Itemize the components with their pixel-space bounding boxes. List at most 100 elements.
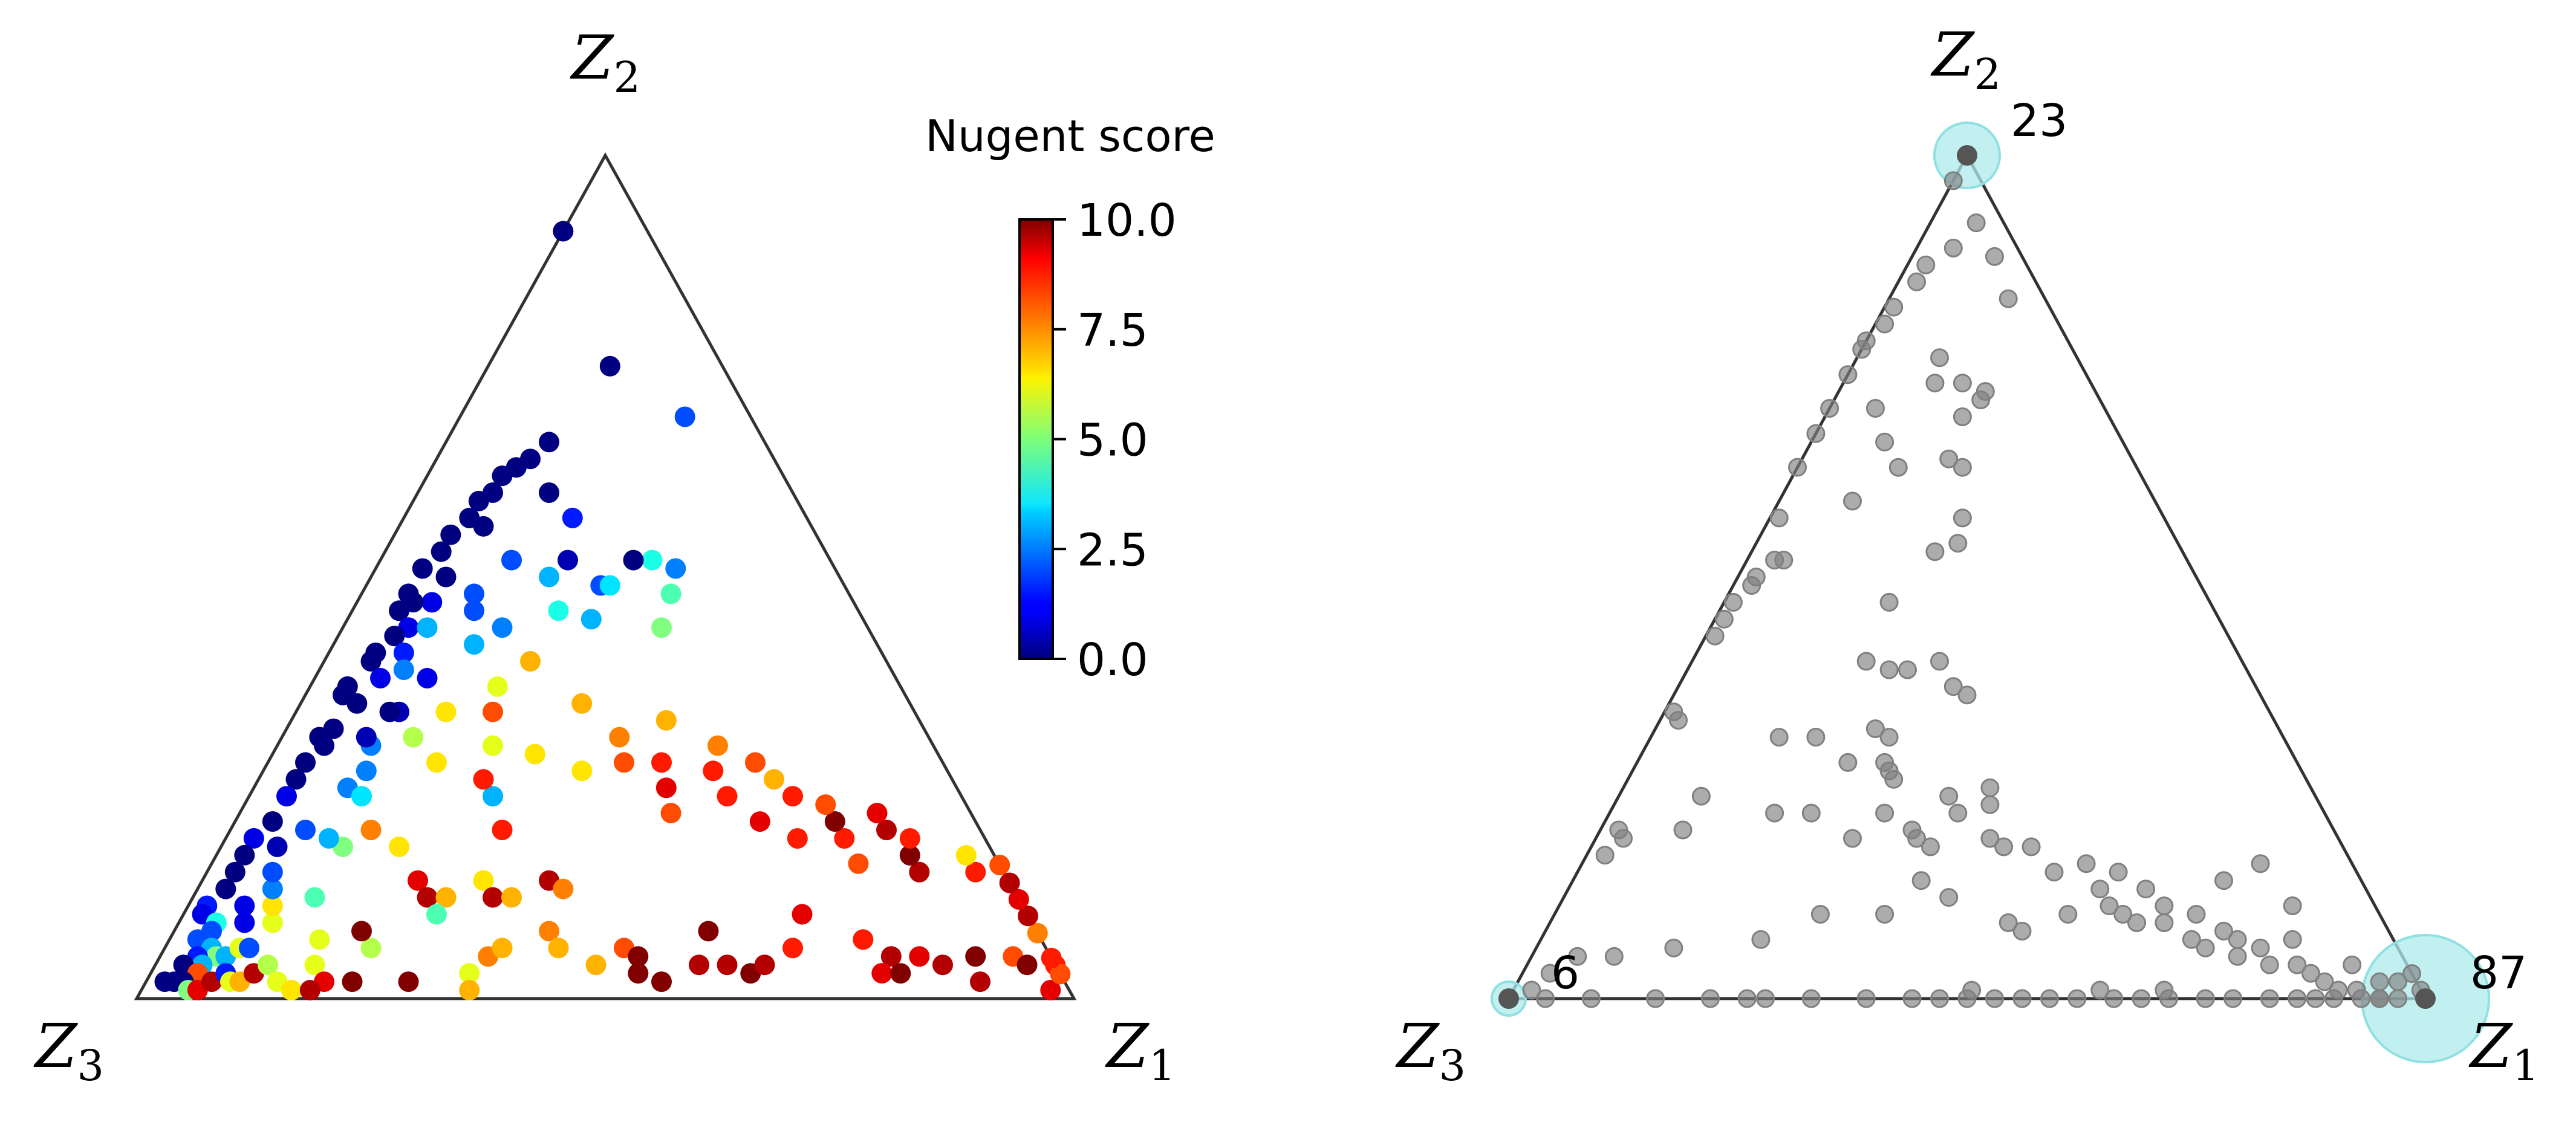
left-point-163 <box>501 887 522 908</box>
colorbar-tick-label-3: 7.5 <box>1077 305 1148 357</box>
left-point-25 <box>417 667 438 688</box>
left-point-12 <box>473 516 494 537</box>
left-point-129 <box>787 828 808 849</box>
left-point-183 <box>642 549 663 571</box>
right-point-24 <box>1953 458 1972 477</box>
right-point-111 <box>2012 921 2032 941</box>
right-point-20 <box>1806 424 1826 443</box>
left-point-173 <box>262 878 283 899</box>
right-point-50 <box>1806 728 1826 747</box>
colorbar-ticks: 0.0 2.5 5.0 7.5 10.0 <box>1053 195 1177 686</box>
right-point-46 <box>1669 711 1688 730</box>
left-point-135 <box>703 760 724 782</box>
right-point-110 <box>2058 905 2078 924</box>
left-point-186 <box>651 617 672 638</box>
right-point-43 <box>1943 677 1963 696</box>
left-point-104 <box>932 954 953 976</box>
right-point-82 <box>2155 896 2174 916</box>
left-point-181 <box>599 575 620 596</box>
right-point-1 <box>1966 213 1986 233</box>
right-point-113 <box>1939 888 1959 907</box>
right-point-5 <box>1907 272 1927 291</box>
right-point-109 <box>2109 863 2128 882</box>
left-point-148 <box>483 735 503 756</box>
left-point-196 <box>370 667 391 688</box>
right-point-107 <box>2214 871 2233 890</box>
left-point-150 <box>483 701 503 722</box>
left-point-111 <box>1050 964 1071 985</box>
left-point-3 <box>539 432 559 453</box>
left-point-156 <box>360 820 382 840</box>
right-point-122 <box>1522 980 1541 1000</box>
left-point-31 <box>314 735 334 756</box>
left-point-84 <box>492 938 513 959</box>
left-point-189 <box>539 566 559 588</box>
left-point-125 <box>867 803 888 824</box>
colorbar: Nugent score 0.0 2.5 5.0 7.5 10.0 <box>925 111 1215 686</box>
left-point-79 <box>342 971 363 993</box>
right-point-148 <box>2370 989 2389 1008</box>
left-point-19 <box>384 626 405 647</box>
left-point-161 <box>473 870 494 891</box>
right-point-137 <box>2040 989 2059 1008</box>
right-point-146 <box>2306 989 2325 1008</box>
colorbar-gradient <box>1018 218 1054 660</box>
right-point-140 <box>2132 989 2151 1008</box>
right-point-116 <box>1810 905 1830 924</box>
right-point-77 <box>2100 896 2119 915</box>
left-point-91 <box>651 971 672 993</box>
left-point-170 <box>304 887 325 908</box>
left-label-top: Z2 <box>570 22 640 102</box>
right-point-91 <box>2301 964 2320 983</box>
right-point-28 <box>1953 508 1972 528</box>
right-point-29 <box>1948 534 1968 553</box>
left-point-22 <box>393 643 414 663</box>
left-point-43 <box>224 861 246 883</box>
right-point-147 <box>2324 989 2343 1008</box>
left-point-120 <box>909 861 930 883</box>
left-point-155 <box>351 786 372 807</box>
left-point-11 <box>440 524 461 545</box>
right-point-86 <box>2228 930 2247 949</box>
left-point-24 <box>393 659 414 680</box>
left-point-152 <box>426 752 447 773</box>
left-point-112 <box>1041 947 1062 968</box>
left-point-165 <box>553 878 574 899</box>
colorbar-title: Nugent score <box>925 111 1215 161</box>
right-point-69 <box>1907 829 1927 848</box>
right-point-125 <box>1581 989 1601 1008</box>
left-point-190 <box>501 549 522 571</box>
right-point-10 <box>1852 340 1872 359</box>
left-point-15 <box>435 566 457 588</box>
right-point-78 <box>2113 905 2133 924</box>
left-point-199 <box>379 701 400 722</box>
left-point-92 <box>698 921 719 942</box>
right-point-7 <box>1884 297 1904 317</box>
right-point-145 <box>2288 989 2307 1008</box>
left-point-74 <box>304 954 325 976</box>
left-point-168 <box>360 938 382 959</box>
left-point-119 <box>955 844 977 866</box>
right-point-57 <box>1691 786 1711 806</box>
left-point-191 <box>623 549 644 571</box>
left-point-2 <box>674 406 695 427</box>
right-point-30 <box>1925 542 1945 562</box>
left-point-96 <box>754 954 775 976</box>
right-point-18 <box>1865 399 1885 418</box>
left-point-56 <box>239 938 259 959</box>
left-point-20 <box>417 617 438 638</box>
left-point-49 <box>234 895 255 916</box>
left-point-0 <box>553 221 574 242</box>
colorbar-tick-label-0: 0.0 <box>1077 634 1148 686</box>
right-point-90 <box>2288 955 2307 974</box>
right-point-92 <box>2315 972 2334 991</box>
left-label-right: Z1 <box>1105 1011 1176 1090</box>
right-point-136 <box>2012 989 2032 1008</box>
right-point-38 <box>1705 626 1725 646</box>
left-point-72 <box>258 954 278 976</box>
left-point-6 <box>539 482 559 503</box>
right-point-8 <box>1875 314 1895 334</box>
right-point-13 <box>1925 374 1945 393</box>
right-point-98 <box>2370 972 2389 991</box>
right-point-4 <box>1916 255 1936 274</box>
